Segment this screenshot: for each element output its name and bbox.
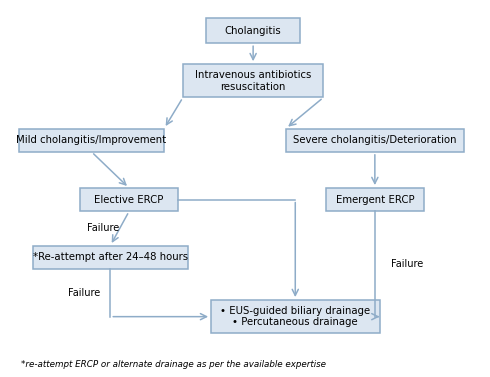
Text: • EUS-guided biliary drainage
• Percutaneous drainage: • EUS-guided biliary drainage • Percutan… xyxy=(220,306,370,328)
FancyBboxPatch shape xyxy=(286,129,464,152)
Text: *Re-attempt after 24–48 hours: *Re-attempt after 24–48 hours xyxy=(33,252,188,262)
FancyBboxPatch shape xyxy=(19,129,164,152)
FancyBboxPatch shape xyxy=(33,245,188,269)
Text: Mild cholangitis/Improvement: Mild cholangitis/Improvement xyxy=(17,135,167,145)
FancyBboxPatch shape xyxy=(80,188,178,211)
FancyBboxPatch shape xyxy=(211,300,380,333)
Text: Intravenous antibiotics
resuscitation: Intravenous antibiotics resuscitation xyxy=(195,70,311,92)
Text: Cholangitis: Cholangitis xyxy=(225,26,282,36)
Text: Failure: Failure xyxy=(69,288,101,298)
Text: Severe cholangitis/Deterioration: Severe cholangitis/Deterioration xyxy=(293,135,457,145)
FancyBboxPatch shape xyxy=(326,188,424,211)
Text: Failure: Failure xyxy=(391,259,423,269)
Text: *re-attempt ERCP or alternate drainage as per the available expertise: *re-attempt ERCP or alternate drainage a… xyxy=(22,360,326,369)
FancyBboxPatch shape xyxy=(183,64,323,98)
Text: Elective ERCP: Elective ERCP xyxy=(95,195,164,205)
Text: Failure: Failure xyxy=(87,224,120,233)
Text: Emergent ERCP: Emergent ERCP xyxy=(336,195,414,205)
FancyBboxPatch shape xyxy=(206,18,300,43)
